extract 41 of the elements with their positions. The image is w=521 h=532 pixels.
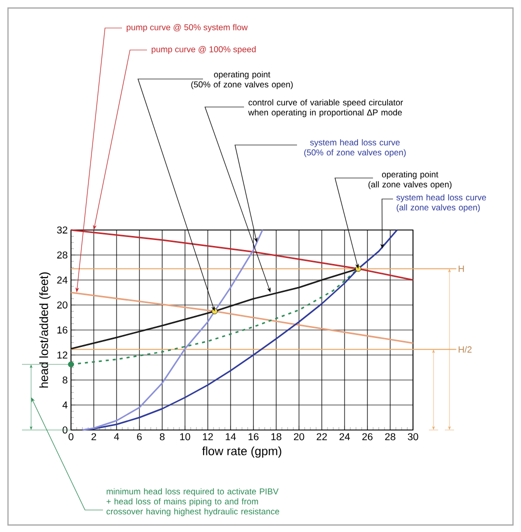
x-tick-label: 22 [316,433,327,440]
x-tick-label: 24 [340,433,350,440]
x-tick-label: 10 [180,433,190,440]
y-tick-label: 0 [62,426,68,434]
x-tick-label: 26 [362,433,373,440]
annotation: system head loss curve (50% of zone valves open) [304,139,406,158]
point [212,308,218,314]
y-tick-label: 4 [62,402,68,408]
annotation: pump curve @ 100% speed [152,46,256,54]
x-tick-label: 20 [294,433,304,440]
annotation: pump curve @ 50% system flow [126,24,248,32]
y-tick-label: 16 [57,326,68,334]
x-axis-title: flow rate (gpm) [202,446,282,458]
x-tick-label: 4 [114,433,120,440]
point [68,361,74,368]
x-tick-label: 18 [271,433,282,440]
annotation: system head loss curve (all zone valves open) [396,194,486,212]
x-tick-label: 0 [68,433,74,440]
y-tick-label: 24 [57,276,68,284]
x-tick-label: 14 [226,433,236,440]
x-tick-label: 28 [385,433,396,440]
x-tick-label: 16 [248,433,259,440]
y-tick-label: 32 [57,226,68,234]
text: minimum head loss required to activate PIBV + head loss of mains piping to and from crossover having highest hydraulic resistance [106,488,280,516]
x-tick-label: 2 [92,433,96,440]
x-tick-label: 8 [160,433,165,440]
y-axis-title: head lost/added (feet) [39,272,50,388]
line-series [82,229,264,431]
x-tick-label: 6 [137,433,142,440]
x-tick-label: 12 [203,433,213,440]
annotation: operating point (all zone valves open) [368,171,452,190]
ref-line-label: H/2 [458,346,472,353]
y-tick-label: 8 [62,376,68,384]
ref-line-label: H [458,266,464,272]
annotation: operating point (50% of zone valves open) [191,71,293,90]
line-series [70,292,414,344]
y-tick-label: 20 [57,301,68,309]
x-tick-label: 30 [408,433,418,440]
annotation: control curve of variable speed circulator when operating in proportional ΔP mode [248,99,403,118]
y-tick-label: 12 [57,352,68,358]
y-tick-label: 28 [57,251,68,259]
